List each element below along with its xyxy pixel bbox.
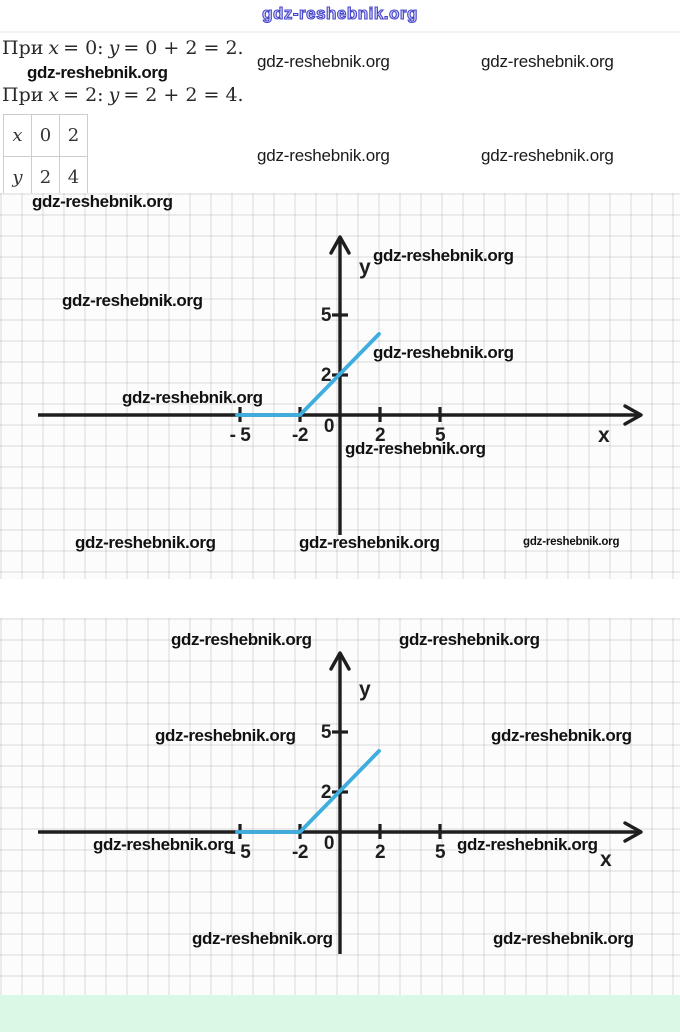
solution-word: При	[2, 37, 44, 59]
watermark-text: gdz-reshebnik.org	[27, 63, 168, 82]
series-line	[235, 332, 381, 417]
math-expr: = 0 + 2 = 2.	[123, 37, 244, 59]
math-var-y: y	[108, 84, 120, 106]
x-tick-label: - 5	[230, 842, 252, 863]
watermark-text: gdz-reshebnik.org	[493, 929, 634, 948]
table-cell: 2	[59, 114, 88, 157]
watermark-text: gdz-reshebnik.org	[93, 835, 234, 854]
y-tick-label: 5	[321, 722, 332, 743]
solution-word: При	[2, 84, 44, 106]
x-tick-label: -2	[292, 842, 308, 863]
watermark-text: gdz-reshebnik.org	[299, 533, 440, 552]
value-table: x 0 2 y 2 4	[3, 114, 88, 199]
table-row: x 0 2	[3, 114, 88, 157]
watermark-text: gdz-reshebnik.org	[155, 726, 296, 745]
graph-paper-section-2: - 5 -2 2 5 2 5 0 x y	[0, 618, 680, 995]
x-tick-label: 2	[375, 842, 385, 863]
watermark-text: gdz-reshebnik.org	[491, 726, 632, 745]
x-axis-label: x	[598, 424, 610, 447]
header-divider	[0, 31, 680, 33]
y-axis-arrow-icon	[329, 651, 351, 671]
origin-label: 0	[324, 833, 334, 854]
x-tick-label: -2	[292, 425, 308, 446]
solution-line-1: При x = 0: y = 0 + 2 = 2.	[2, 37, 244, 59]
x-axis-label: x	[600, 848, 612, 871]
watermark-text: gdz-reshebnik.org	[481, 52, 614, 71]
table-row: y 2 4	[3, 156, 88, 199]
graph-paper-section-1: - 5 -2 2 5 2 5 0 x y	[0, 193, 680, 579]
watermark-text: gdz-reshebnik.org	[257, 52, 390, 71]
math-expr: = 0:	[63, 37, 104, 59]
watermark-text: gdz-reshebnik.org	[122, 388, 263, 407]
x-tick-label: - 5	[230, 425, 252, 446]
math-var-y: y	[108, 37, 120, 59]
watermark-text: gdz-reshebnik.org	[345, 439, 486, 458]
watermark-text: gdz-reshebnik.org	[399, 630, 540, 649]
solution-line-2: При x = 2: y = 2 + 2 = 4.	[2, 84, 244, 106]
table-cell-x: x	[3, 114, 32, 157]
site-header-text: gdz-reshebnik.org	[262, 3, 418, 23]
watermark-text: gdz-reshebnik.org	[257, 146, 390, 165]
function-graph-1: - 5 -2 2 5 2 5 0 x y	[38, 235, 643, 535]
watermark-text: gdz-reshebnik.org	[457, 835, 598, 854]
x-tick-label: 5	[435, 425, 446, 446]
x-axis-arrow-icon	[623, 404, 643, 426]
watermark-text: gdz-reshebnik.org	[373, 343, 514, 362]
origin-label: 0	[324, 416, 334, 437]
y-axis-arrow-icon	[329, 235, 351, 255]
math-var-x: x	[48, 84, 60, 106]
watermark-text: gdz-reshebnik.org	[62, 291, 203, 310]
math-expr: = 2 + 2 = 4.	[123, 84, 244, 106]
math-var-x: x	[48, 37, 60, 59]
series-line	[235, 749, 381, 834]
watermark-text: gdz-reshebnik.org	[481, 146, 614, 165]
table-cell-y: y	[3, 156, 32, 199]
function-graph-2: - 5 -2 2 5 2 5 0 x y	[38, 651, 643, 954]
watermark-text: gdz-reshebnik.org	[171, 630, 312, 649]
site-header: gdz-reshebnik.org	[0, 0, 680, 30]
watermark-text: gdz-reshebnik.org	[523, 536, 620, 548]
watermark-text: gdz-reshebnik.org	[75, 533, 216, 552]
y-axis-label: y	[359, 678, 371, 701]
x-tick-label: 2	[375, 425, 385, 446]
table-cell: 0	[31, 114, 60, 157]
y-tick-label: 5	[321, 305, 332, 326]
watermark-text: gdz-reshebnik.org	[192, 929, 333, 948]
watermark-text: gdz-reshebnik.org	[373, 246, 514, 265]
x-axis-arrow-icon	[623, 821, 643, 843]
y-tick-label: 2	[321, 365, 331, 386]
watermark-text: gdz-reshebnik.org	[32, 192, 173, 211]
y-tick-label: 2	[321, 782, 331, 803]
x-tick-label: 5	[435, 842, 446, 863]
footer-bar	[0, 995, 680, 1032]
math-expr: = 2:	[63, 84, 104, 106]
y-axis-label: y	[359, 256, 371, 279]
